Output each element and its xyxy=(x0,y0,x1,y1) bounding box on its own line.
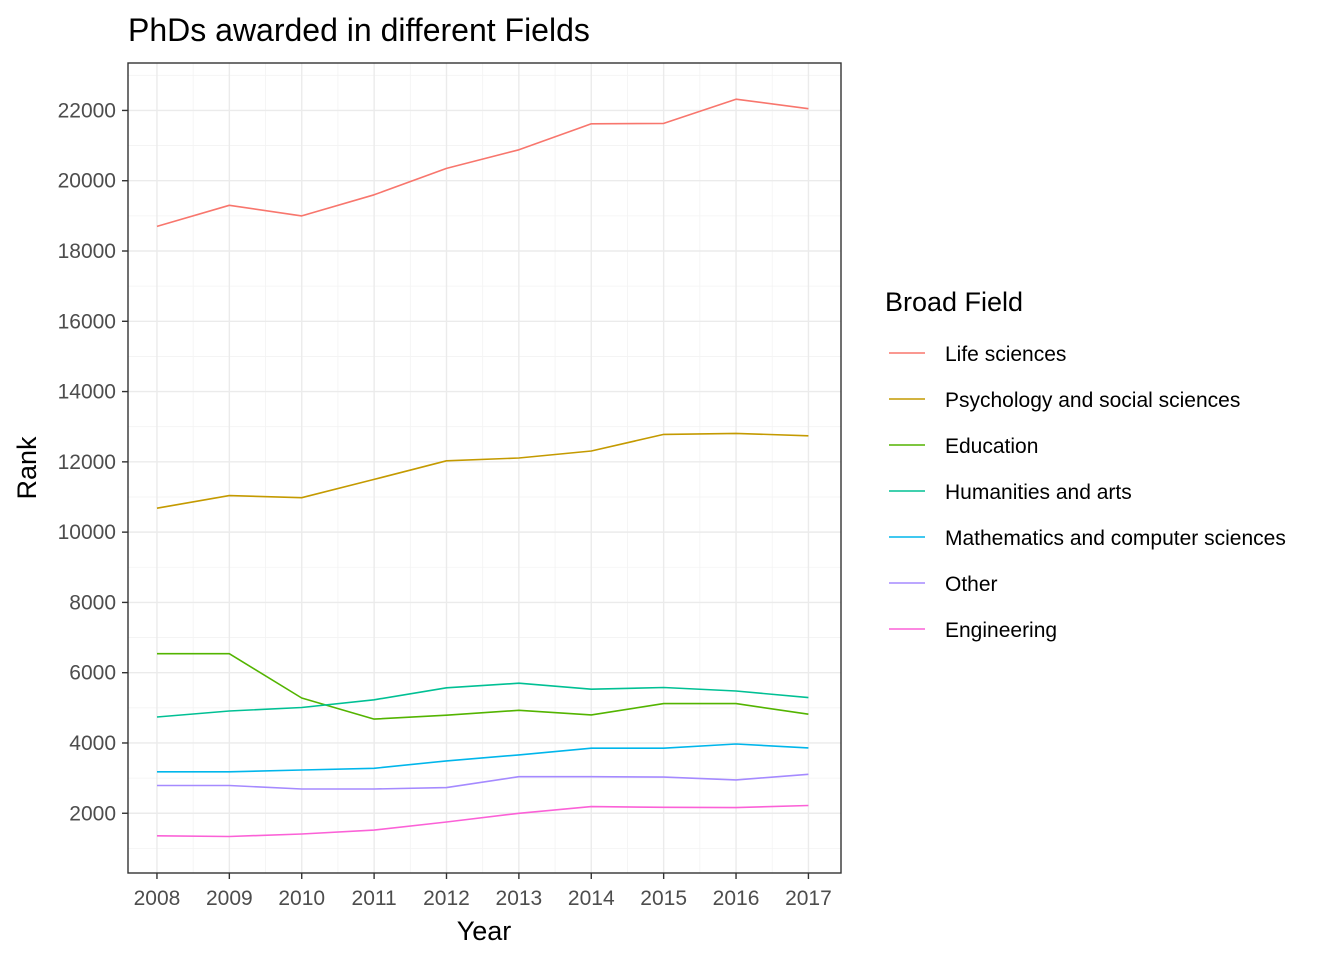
x-axis: 2008 2009 2010 2011 2012 2013 2014 2015 2016 2017 xyxy=(134,873,832,910)
y-tick-label: 4000 xyxy=(69,732,116,755)
major-gridlines xyxy=(128,63,841,873)
legend-label: Psychology and social sciences xyxy=(945,389,1240,412)
y-tick-label: 14000 xyxy=(58,381,116,404)
series-line xyxy=(156,432,809,509)
x-tick-label: 2017 xyxy=(785,887,832,910)
y-tick-label: 22000 xyxy=(58,99,116,122)
x-tick-label: 2012 xyxy=(423,887,470,910)
legend-label: Mathematics and computer sciences xyxy=(945,527,1286,550)
legend-title: Broad Field xyxy=(885,287,1023,317)
chart-title: PhDs awarded in different Fields xyxy=(128,12,590,48)
y-tick-label: 16000 xyxy=(58,310,116,333)
y-axis-title: Rank xyxy=(12,436,42,500)
x-tick-label: 2013 xyxy=(496,887,543,910)
x-tick-label: 2011 xyxy=(352,887,397,910)
series-line xyxy=(156,98,809,228)
series-line xyxy=(156,682,809,718)
legend-label: Engineering xyxy=(945,619,1057,642)
series-line xyxy=(157,773,809,790)
y-tick-label: 18000 xyxy=(58,240,116,263)
y-tick-label: 6000 xyxy=(69,662,116,685)
y-tick-label: 12000 xyxy=(58,451,116,474)
y-axis: 2000 4000 6000 8000 10000 12000 14000 16000 1800… xyxy=(58,99,128,825)
y-tick-label: 2000 xyxy=(69,802,116,825)
x-tick-label: 2014 xyxy=(568,887,615,910)
series-line xyxy=(157,652,809,720)
minor-gridlines xyxy=(128,63,841,873)
series-line xyxy=(156,804,809,838)
legend-label: Humanities and arts xyxy=(945,481,1132,504)
y-tick-label: 10000 xyxy=(58,521,116,544)
legend-label: Other xyxy=(945,573,998,596)
x-tick-label: 2015 xyxy=(640,887,687,910)
x-tick-label: 2010 xyxy=(278,887,325,910)
x-tick-label: 2016 xyxy=(713,887,760,910)
x-axis-title: Year xyxy=(457,916,512,946)
plot-panel-border xyxy=(127,62,842,874)
x-tick-label: 2008 xyxy=(134,887,181,910)
legend-label: Life sciences xyxy=(945,343,1066,366)
legend-items: Life sciences Psychology and social scien… xyxy=(889,343,1286,642)
x-tick-label: 2009 xyxy=(206,887,253,910)
legend-label: Education xyxy=(945,435,1038,458)
legend: Broad Field Life sciences Psychology and … xyxy=(885,287,1286,642)
y-tick-label: 20000 xyxy=(58,170,116,193)
y-tick-label: 8000 xyxy=(69,591,116,614)
series-lines xyxy=(156,98,809,838)
series-line xyxy=(157,743,809,773)
plot-background xyxy=(128,63,841,873)
